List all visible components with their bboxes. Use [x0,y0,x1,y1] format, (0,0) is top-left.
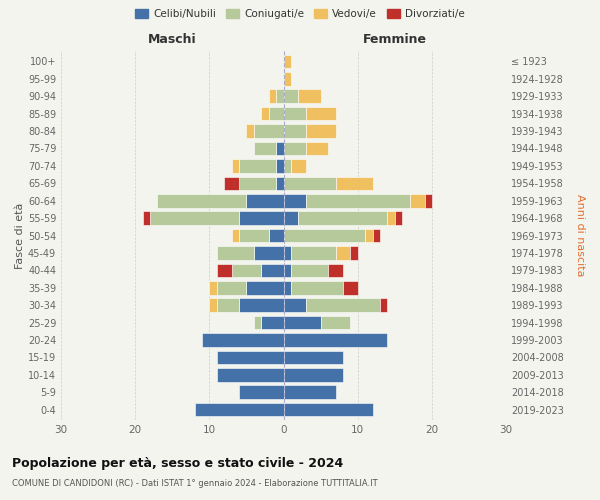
Bar [284,124,306,138]
Bar [239,386,284,399]
Bar [284,368,343,382]
Bar [217,264,232,277]
Text: COMUNE DI CANDIDONI (RC) - Dati ISTAT 1° gennaio 2024 - Elaborazione TUTTITALIA.: COMUNE DI CANDIDONI (RC) - Dati ISTAT 1°… [12,479,377,488]
Bar [232,159,239,172]
Bar [284,298,306,312]
Bar [247,124,254,138]
Bar [232,264,262,277]
Bar [143,212,150,225]
Bar [254,124,284,138]
Bar [284,386,335,399]
Bar [284,72,291,86]
Bar [306,107,335,120]
Bar [284,229,365,242]
Bar [276,176,284,190]
Bar [269,90,276,103]
Bar [254,316,262,330]
Bar [239,212,284,225]
Bar [209,298,217,312]
Bar [239,229,269,242]
Bar [284,264,291,277]
Bar [217,350,284,364]
Bar [320,316,350,330]
Y-axis label: Anni di nascita: Anni di nascita [575,194,585,277]
Bar [388,212,395,225]
Bar [194,403,284,416]
Bar [306,194,410,207]
Bar [284,54,291,68]
Bar [365,229,373,242]
Bar [306,124,335,138]
Bar [224,176,239,190]
Bar [425,194,432,207]
Bar [298,90,320,103]
Bar [209,281,217,294]
Bar [284,142,306,156]
Bar [284,159,291,172]
Bar [284,246,291,260]
Bar [298,212,388,225]
Text: Popolazione per età, sesso e stato civile - 2024: Popolazione per età, sesso e stato civil… [12,458,343,470]
Text: Femmine: Femmine [363,32,427,46]
Bar [262,107,269,120]
Bar [343,281,358,294]
Bar [284,316,320,330]
Bar [150,212,239,225]
Bar [335,176,373,190]
Bar [269,229,284,242]
Bar [217,246,254,260]
Bar [217,368,284,382]
Bar [395,212,402,225]
Text: Maschi: Maschi [148,32,197,46]
Bar [284,212,298,225]
Bar [284,281,291,294]
Bar [284,350,343,364]
Bar [291,281,343,294]
Bar [306,142,328,156]
Bar [306,298,380,312]
Bar [291,159,306,172]
Bar [284,176,335,190]
Bar [410,194,425,207]
Bar [284,90,298,103]
Bar [217,298,239,312]
Bar [380,298,388,312]
Bar [284,107,306,120]
Bar [291,264,328,277]
Bar [276,159,284,172]
Bar [373,229,380,242]
Bar [254,142,276,156]
Bar [262,264,284,277]
Bar [350,246,358,260]
Bar [335,246,350,260]
Bar [284,333,388,347]
Bar [328,264,343,277]
Bar [276,142,284,156]
Bar [254,246,284,260]
Bar [202,333,284,347]
Y-axis label: Fasce di età: Fasce di età [15,202,25,268]
Bar [239,298,284,312]
Bar [239,176,276,190]
Bar [284,403,373,416]
Bar [262,316,284,330]
Bar [247,194,284,207]
Bar [157,194,247,207]
Bar [291,246,335,260]
Legend: Celibi/Nubili, Coniugati/e, Vedovi/e, Divorziati/e: Celibi/Nubili, Coniugati/e, Vedovi/e, Di… [131,5,469,24]
Bar [239,159,276,172]
Bar [269,107,284,120]
Bar [217,281,247,294]
Bar [276,90,284,103]
Bar [284,194,306,207]
Bar [247,281,284,294]
Bar [232,229,239,242]
